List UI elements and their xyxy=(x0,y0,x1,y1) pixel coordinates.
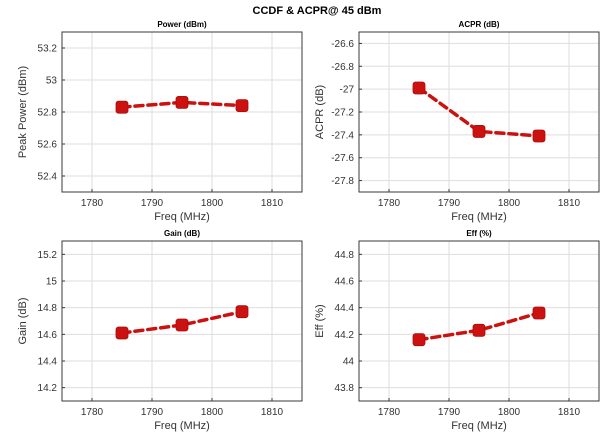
data-point xyxy=(412,81,426,95)
x-tick-label: 1780 xyxy=(81,198,104,209)
x-axis-label: Freq (MHz) xyxy=(154,211,210,223)
y-tick-label: 52.6 xyxy=(38,140,58,151)
y-tick-label: -26.8 xyxy=(331,62,354,73)
data-point xyxy=(235,99,249,112)
y-tick-label: 14.4 xyxy=(38,357,58,368)
y-tick-label: 14.6 xyxy=(38,330,58,341)
plot-area xyxy=(359,241,599,401)
x-tick-label: 1810 xyxy=(558,407,581,418)
y-tick-label: -27.6 xyxy=(331,153,354,164)
x-tick-label: 1790 xyxy=(141,198,164,209)
figure-title: CCDF & ACPR@ 45 dBm xyxy=(253,5,382,17)
axes-frame xyxy=(61,240,303,402)
y-tick-label: 53 xyxy=(46,76,58,87)
data-point xyxy=(175,318,189,332)
y-tick-label: -27.4 xyxy=(331,130,354,141)
x-axis-label: Freq (MHz) xyxy=(451,211,507,223)
x-tick-label: 1780 xyxy=(378,198,401,209)
y-tick-label: -27.8 xyxy=(331,176,354,187)
y-tick-label: 44.4 xyxy=(335,303,355,314)
data-point xyxy=(532,306,546,320)
y-tick-label: 15.2 xyxy=(38,250,58,261)
x-axis-label: Freq (MHz) xyxy=(451,420,507,432)
panel-title: Eff (%) xyxy=(466,229,492,238)
x-tick-label: 1790 xyxy=(438,198,461,209)
panel-title: Gain (dB) xyxy=(164,229,200,238)
y-tick-label: 52.8 xyxy=(38,108,58,119)
chart-panel-4: 1780 1790 1800 1810 43.8 44 44.2 44.4 44.6 44.8 Ef… xyxy=(314,229,600,432)
y-tick-label: 53.2 xyxy=(38,44,58,55)
x-tick-label: 1800 xyxy=(201,198,224,209)
data-point xyxy=(472,323,486,337)
x-tick-label: 1800 xyxy=(498,407,521,418)
data-point xyxy=(175,96,189,109)
x-tick-label: 1810 xyxy=(261,407,284,418)
x-axis-label: Freq (MHz) xyxy=(154,420,210,432)
x-tick-label: 1790 xyxy=(141,407,164,418)
axes-frame xyxy=(358,240,600,402)
y-tick-label: 44 xyxy=(343,357,355,368)
x-tick-label: 1780 xyxy=(378,407,401,418)
y-axis-label: Eff (%) xyxy=(314,304,326,337)
data-point xyxy=(115,100,129,114)
y-tick-label: 15 xyxy=(46,277,58,288)
x-tick-label: 1810 xyxy=(261,198,284,209)
x-tick-label: 1780 xyxy=(81,407,104,418)
data-point xyxy=(115,326,129,340)
y-tick-label: -26.6 xyxy=(331,39,354,50)
y-tick-label: 44.6 xyxy=(335,277,355,288)
x-tick-label: 1800 xyxy=(498,198,521,209)
y-axis-label: Peak Power (dBm) xyxy=(17,66,29,158)
y-tick-label: 14.2 xyxy=(38,383,58,394)
y-tick-label: 44.2 xyxy=(335,330,355,341)
y-tick-label: -27.2 xyxy=(331,108,354,119)
panel-title: ACPR (dB) xyxy=(459,20,500,29)
y-tick-label: 43.8 xyxy=(335,383,355,394)
data-point xyxy=(472,125,486,138)
panel-title: Power (dBm) xyxy=(157,20,207,29)
data-point xyxy=(532,129,546,143)
chart-panel-3: 1780 1790 1800 1810 14.2 14.4 14.6 14.8 15 15.2 Ga… xyxy=(17,229,303,432)
y-tick-label: 52.4 xyxy=(38,172,58,183)
chart-panel-2: 1780 1790 1800 1810 -27.8 -27.6 -27.4 -27.2 -27 -… xyxy=(314,20,600,223)
chart-panel-1: 1780 1790 1800 1810 52.4 52.6 52.8 53 53.2 Power … xyxy=(17,20,303,223)
y-axis-label: Gain (dB) xyxy=(17,297,29,344)
y-tick-label: -27 xyxy=(340,85,355,96)
x-tick-label: 1790 xyxy=(438,407,461,418)
x-tick-label: 1810 xyxy=(558,198,581,209)
data-point xyxy=(412,333,426,347)
y-axis-label: ACPR (dB) xyxy=(314,85,326,139)
data-point xyxy=(235,305,249,319)
y-tick-label: 14.8 xyxy=(38,303,58,314)
x-tick-label: 1800 xyxy=(201,407,224,418)
y-tick-label: 44.8 xyxy=(335,250,355,261)
